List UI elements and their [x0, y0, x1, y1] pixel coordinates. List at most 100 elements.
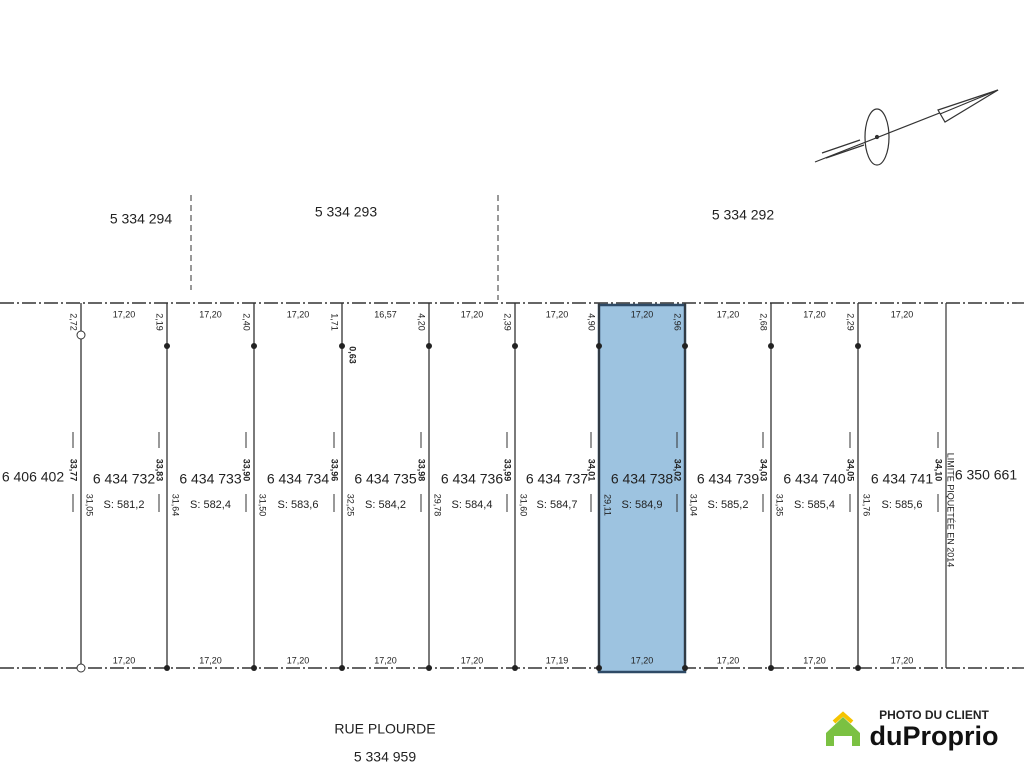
boundary-dimension: 31,60 — [519, 494, 529, 517]
street-number: 5 334 959 — [354, 749, 416, 765]
survey-marker — [76, 663, 86, 673]
boundary-dimension: 31,05 — [85, 494, 95, 517]
boundary-dimension: 4,90 — [587, 313, 597, 331]
boundary-dimension: 32,25 — [346, 494, 356, 517]
boundary-note: LIMITE PIQUETÉE EN 2014 — [946, 453, 956, 568]
top-width: 17,20 — [717, 309, 740, 319]
boundary-dimension: 2,68 — [759, 313, 769, 331]
survey-marker — [768, 343, 774, 349]
boundary-dimension: 33,98 — [417, 459, 427, 482]
street-name: RUE PLOURDE — [334, 721, 435, 737]
boundary-dimension: 31,35 — [775, 494, 785, 517]
survey-marker — [251, 665, 257, 671]
bottom-width: 17,20 — [803, 655, 826, 665]
survey-marker — [164, 665, 170, 671]
survey-marker — [512, 665, 518, 671]
top-width: 17,20 — [546, 309, 569, 319]
top-width: 17,20 — [461, 309, 484, 319]
boundary-dimension: 33,77 — [69, 459, 79, 482]
adjacent-lot: 5 334 294 — [110, 211, 172, 227]
lot-number: 6 434 732 — [93, 471, 155, 487]
survey-marker — [251, 343, 257, 349]
lot-area: S: 585,6 — [882, 499, 923, 511]
bottom-width: 17,19 — [546, 655, 569, 665]
lot-number: 6 434 734 — [267, 471, 329, 487]
adjacent-lot: 5 334 292 — [712, 207, 774, 223]
top-width: 17,20 — [113, 309, 136, 319]
survey-marker — [426, 343, 432, 349]
survey-marker — [426, 665, 432, 671]
lot-number: 6 434 735 — [354, 471, 416, 487]
boundary-dimension: 34,01 — [587, 459, 597, 482]
top-width: 16,57 — [374, 309, 397, 319]
boundary-dimension: 2,19 — [155, 313, 165, 331]
boundary-dimension: 34,05 — [846, 459, 856, 482]
lot-number: 6 434 736 — [441, 471, 503, 487]
lot-area: S: 584,9 — [622, 499, 663, 511]
boundary-dimension: 33,90 — [242, 459, 252, 482]
bottom-width: 17,20 — [287, 655, 310, 665]
boundary-dimension: 33,83 — [155, 459, 165, 482]
survey-marker — [855, 343, 861, 349]
logo-brand: duProprio — [870, 721, 999, 751]
top-width: 17,20 — [891, 309, 914, 319]
adjacent-lot: 5 334 293 — [315, 204, 377, 220]
boundary-dimension: 29,11 — [603, 494, 613, 516]
survey-marker — [164, 343, 170, 349]
side-lot: 6 350 661 — [955, 467, 1017, 483]
bottom-width: 17,20 — [374, 655, 397, 665]
boundary-dimension: 2,29 — [846, 313, 856, 331]
bottom-width: 17,20 — [891, 655, 914, 665]
boundary-dimension: 4,20 — [417, 313, 427, 331]
bottom-width: 17,20 — [631, 655, 654, 665]
highlighted-lot — [597, 303, 687, 674]
bottom-width: 17,20 — [199, 655, 222, 665]
boundary-dimension: 34,10 — [934, 459, 944, 482]
boundary-dimension: 33,99 — [503, 459, 513, 482]
boundary-dimension: 31,64 — [171, 494, 181, 517]
lot-number: 6 434 740 — [783, 471, 845, 487]
bottom-width: 17,20 — [113, 655, 136, 665]
boundary-dimension: 31,50 — [258, 494, 268, 517]
boundary-dimension: 1,71 — [330, 313, 340, 331]
survey-marker — [76, 330, 86, 340]
survey-marker — [339, 343, 345, 349]
top-width: 17,20 — [287, 309, 310, 319]
survey-marker — [596, 665, 602, 671]
lot-area: S: 581,2 — [104, 499, 145, 511]
survey-lines — [0, 195, 1024, 669]
lot-area: S: 585,4 — [794, 499, 835, 511]
lot-number: 6 434 739 — [697, 471, 759, 487]
lot-area: S: 584,2 — [365, 499, 406, 511]
north-arrow — [814, 89, 999, 166]
boundary-dimension: 31,76 — [862, 494, 872, 517]
lot-number: 6 434 737 — [526, 471, 588, 487]
lot-number: 6 434 733 — [179, 471, 241, 487]
boundary-dimension: 29,78 — [433, 494, 443, 517]
survey-marker — [339, 665, 345, 671]
lot-area: S: 584,4 — [452, 499, 493, 511]
survey-marker — [682, 343, 688, 349]
lot-number: 6 434 741 — [871, 471, 933, 487]
top-width: 17,20 — [803, 309, 826, 319]
lot-area: S: 583,6 — [278, 499, 319, 511]
boundary-dimension: 2,96 — [673, 313, 683, 331]
top-width: 17,20 — [199, 309, 222, 319]
survey-marker — [596, 343, 602, 349]
boundary-dimension: 33,96 — [330, 459, 340, 482]
boundary-dimension: 2,40 — [242, 313, 252, 331]
survey-marker — [768, 665, 774, 671]
bottom-width: 17,20 — [461, 655, 484, 665]
survey-marker — [512, 343, 518, 349]
lot-area: S: 584,7 — [537, 499, 578, 511]
top-width: 17,20 — [631, 309, 654, 319]
lot-area: S: 582,4 — [190, 499, 231, 511]
side-lot: 6 406 402 — [2, 469, 64, 485]
boundary-dimension: 0,63 — [348, 346, 358, 364]
boundary-dimension: 2,72 — [69, 313, 79, 331]
boundary-dimension: 2,39 — [503, 313, 513, 331]
survey-marker — [855, 665, 861, 671]
boundary-dimension: 34,02 — [673, 459, 683, 482]
boundary-dimension: 31,04 — [689, 494, 699, 517]
